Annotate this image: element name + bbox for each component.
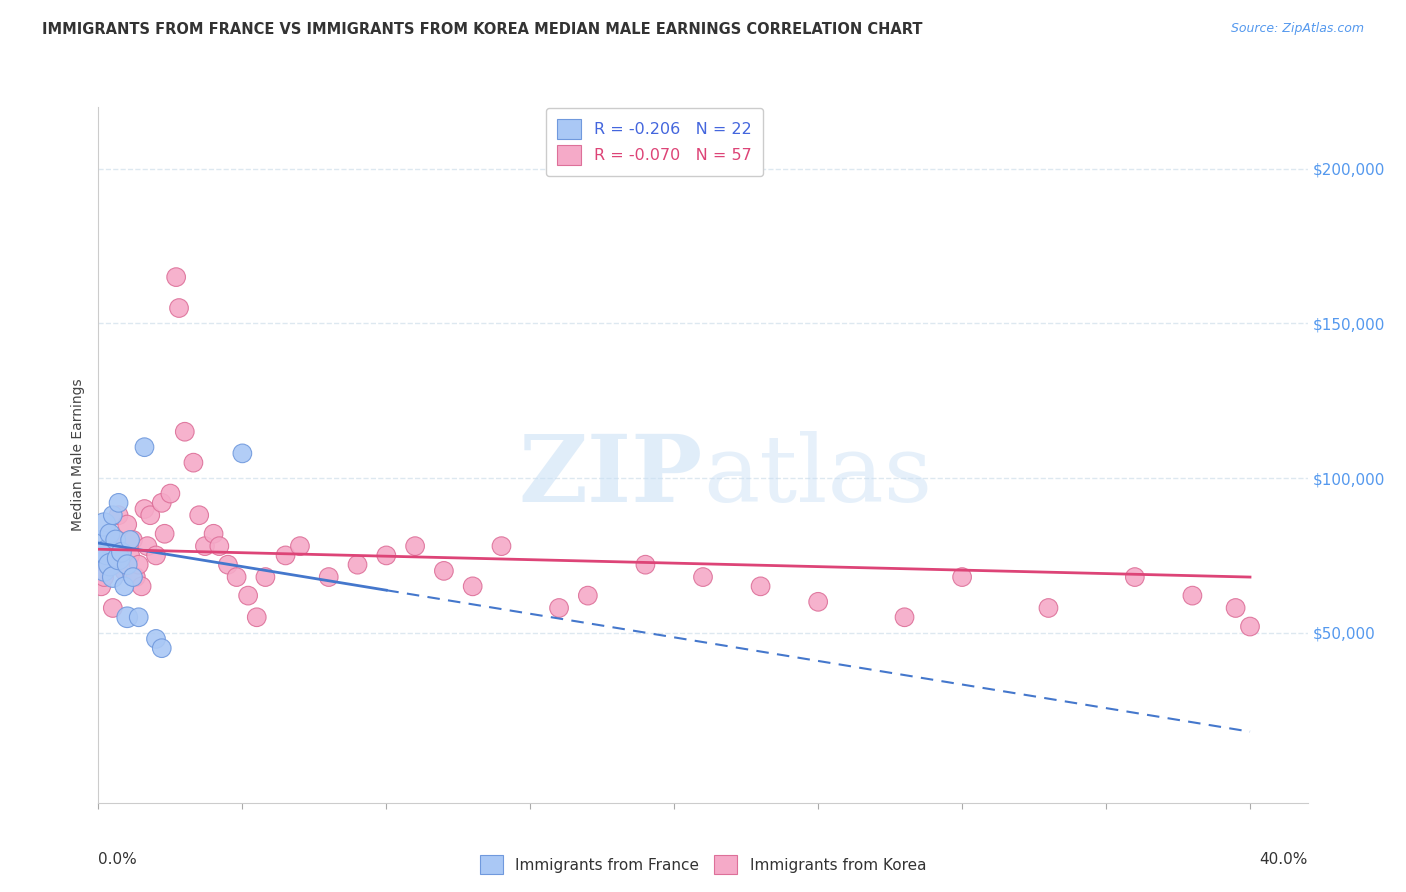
Point	[112, 579, 135, 593]
Point	[346, 558, 368, 572]
Point	[122, 570, 145, 584]
Text: ZIP: ZIP	[519, 431, 703, 521]
Point	[101, 570, 124, 584]
Y-axis label: Median Male Earnings: Median Male Earnings	[72, 378, 86, 532]
Point	[433, 564, 456, 578]
Point	[225, 570, 247, 584]
Point	[749, 579, 772, 593]
Point	[548, 601, 571, 615]
Point	[107, 551, 129, 566]
Point	[107, 508, 129, 523]
Point	[139, 508, 162, 523]
Point	[96, 558, 118, 572]
Point	[950, 570, 973, 584]
Point	[115, 517, 138, 532]
Point	[104, 533, 127, 547]
Point	[131, 579, 153, 593]
Point	[188, 508, 211, 523]
Point	[692, 570, 714, 584]
Point	[98, 539, 121, 553]
Point	[576, 589, 599, 603]
Point	[404, 539, 426, 553]
Point	[375, 549, 398, 563]
Point	[96, 545, 118, 559]
Point	[98, 558, 121, 572]
Point	[134, 502, 156, 516]
Point	[98, 526, 121, 541]
Point	[165, 270, 187, 285]
Point	[120, 533, 142, 547]
Point	[120, 549, 142, 563]
Point	[145, 632, 167, 646]
Point	[1225, 601, 1247, 615]
Point	[1181, 589, 1204, 603]
Point	[145, 549, 167, 563]
Point	[1239, 619, 1261, 633]
Point	[101, 601, 124, 615]
Text: 40.0%: 40.0%	[1260, 852, 1308, 866]
Point	[634, 558, 657, 572]
Point	[167, 301, 190, 315]
Legend: Immigrants from France, Immigrants from Korea: Immigrants from France, Immigrants from …	[474, 849, 932, 880]
Point	[90, 579, 112, 593]
Point	[115, 610, 138, 624]
Point	[807, 595, 830, 609]
Point	[173, 425, 195, 439]
Point	[110, 545, 132, 559]
Point	[125, 570, 148, 584]
Point	[208, 539, 231, 553]
Point	[104, 533, 127, 547]
Point	[246, 610, 269, 624]
Legend: R = -0.206   N = 22, R = -0.070   N = 57: R = -0.206 N = 22, R = -0.070 N = 57	[546, 108, 763, 176]
Point	[128, 558, 150, 572]
Point	[159, 486, 181, 500]
Point	[93, 564, 115, 578]
Point	[274, 549, 297, 563]
Point	[107, 496, 129, 510]
Point	[112, 564, 135, 578]
Point	[150, 641, 173, 656]
Point	[115, 558, 138, 572]
Point	[134, 440, 156, 454]
Point	[202, 526, 225, 541]
Point	[101, 508, 124, 523]
Point	[122, 533, 145, 547]
Point	[136, 539, 159, 553]
Point	[217, 558, 239, 572]
Text: atlas: atlas	[703, 431, 932, 521]
Point	[90, 539, 112, 553]
Point	[491, 539, 513, 553]
Point	[1123, 570, 1146, 584]
Text: IMMIGRANTS FROM FRANCE VS IMMIGRANTS FROM KOREA MEDIAN MALE EARNINGS CORRELATION: IMMIGRANTS FROM FRANCE VS IMMIGRANTS FRO…	[42, 22, 922, 37]
Point	[318, 570, 340, 584]
Point	[183, 456, 205, 470]
Point	[93, 517, 115, 532]
Point	[288, 539, 311, 553]
Point	[153, 526, 176, 541]
Text: Source: ZipAtlas.com: Source: ZipAtlas.com	[1230, 22, 1364, 36]
Point	[461, 579, 484, 593]
Text: 0.0%: 0.0%	[98, 852, 138, 866]
Point	[254, 570, 277, 584]
Point	[93, 570, 115, 584]
Point	[110, 545, 132, 559]
Point	[893, 610, 915, 624]
Point	[236, 589, 259, 603]
Point	[194, 539, 217, 553]
Point	[150, 496, 173, 510]
Point	[231, 446, 253, 460]
Point	[128, 610, 150, 624]
Point	[1038, 601, 1060, 615]
